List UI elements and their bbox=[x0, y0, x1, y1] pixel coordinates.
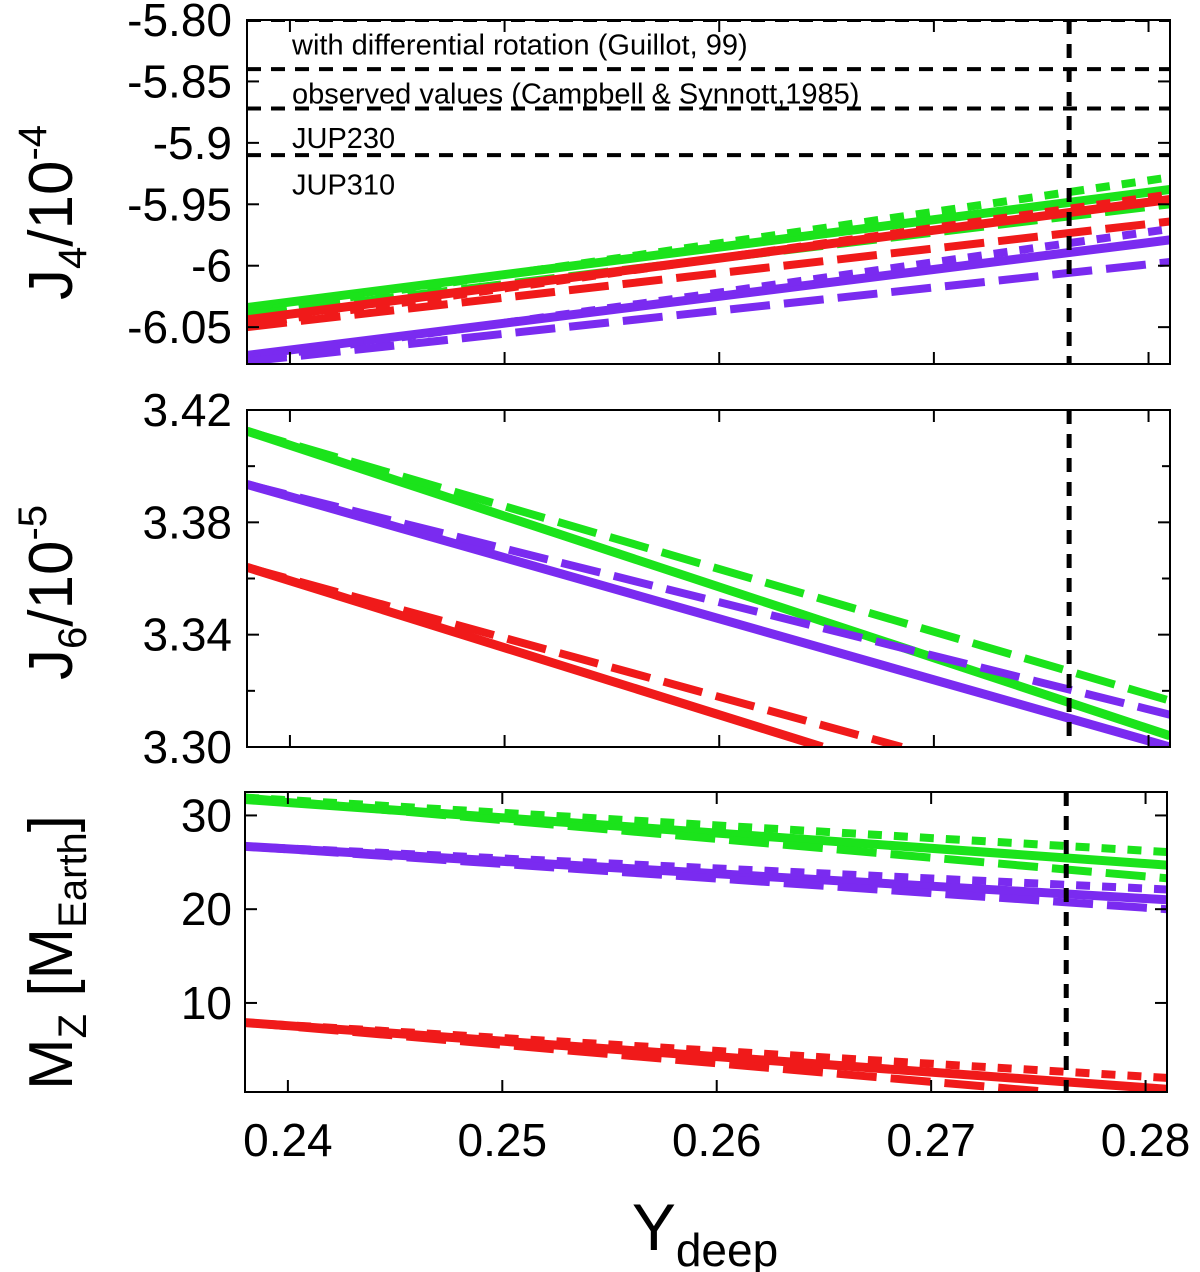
series-green-solid bbox=[245, 795, 1167, 870]
series-purple-solid bbox=[245, 841, 1167, 905]
series-purple-solid bbox=[247, 235, 1170, 360]
y-tick-label: -5.95 bbox=[127, 178, 232, 230]
x-tick-label: 0.27 bbox=[886, 1114, 976, 1166]
y-tick-label: 3.42 bbox=[142, 384, 232, 436]
series-green-solid bbox=[247, 426, 1170, 741]
y-tick-label: 20 bbox=[181, 883, 232, 935]
y-tick-label: -6 bbox=[191, 240, 232, 292]
j6-frame bbox=[246, 409, 1171, 748]
series-purple-dashed bbox=[247, 480, 1170, 719]
legend-entry-2: JUP230 bbox=[292, 123, 395, 155]
panel-j4: with differential rotation (Guillot, 99)… bbox=[11, 0, 1171, 365]
panel-mz: 0.24 0.25 0.26 0.27 0.28 10 20 30 MZ [MEarth] Y… bbox=[17, 789, 1190, 1272]
j4-ylabel: J4/10-4 bbox=[11, 125, 95, 300]
y-tick-label: -6.05 bbox=[127, 301, 232, 353]
series-red-dashed bbox=[245, 1018, 1050, 1092]
y-tick-label: 30 bbox=[181, 789, 232, 841]
legend-entry-0: with differential rotation (Guillot, 99) bbox=[291, 30, 748, 62]
y-tick-label: -5.9 bbox=[153, 117, 232, 169]
y-tick-label: 3.30 bbox=[142, 721, 232, 773]
panel-j6: 3.30 3.34 3.38 3.42 J6/10-5 bbox=[11, 384, 1171, 773]
series-purple-solid bbox=[247, 480, 1170, 747]
x-tick-label: 0.25 bbox=[458, 1114, 548, 1166]
legend-entry-3: JUP310 bbox=[292, 170, 395, 202]
y-tick-label: 10 bbox=[181, 977, 232, 1029]
j4-frame bbox=[246, 19, 1171, 365]
legend-entry-1: observed values (Campbell & Synnott,1985… bbox=[292, 79, 859, 111]
y-tick-label: -5.80 bbox=[127, 0, 232, 46]
series-red-solid bbox=[247, 194, 1170, 325]
x-tick-label: 0.26 bbox=[672, 1114, 762, 1166]
mz-frame bbox=[244, 791, 1168, 1093]
series-purple-dashed bbox=[245, 842, 1167, 914]
x-tick-label: 0.24 bbox=[243, 1114, 333, 1166]
j6-ylabel: J6/10-5 bbox=[11, 505, 95, 680]
series-purple-dashed bbox=[247, 258, 1170, 364]
series-green-solid bbox=[247, 185, 1170, 312]
series-red-dashed bbox=[247, 217, 1170, 332]
y-tick-label: 3.38 bbox=[142, 496, 232, 548]
series-red-solid bbox=[245, 1018, 1167, 1092]
y-tick-label: 3.34 bbox=[142, 609, 232, 661]
series-red-dashed bbox=[247, 563, 903, 747]
x-tick-label: 0.28 bbox=[1101, 1114, 1191, 1166]
series-green-dashed bbox=[245, 793, 1167, 883]
y-tick-label: -5.85 bbox=[127, 55, 232, 107]
series-red-solid bbox=[247, 563, 824, 747]
mz-ylabel: MZ [MEarth] bbox=[17, 815, 95, 1090]
x-axis-label: Ydeep bbox=[632, 1190, 778, 1272]
series-green-dashed bbox=[247, 427, 1170, 705]
